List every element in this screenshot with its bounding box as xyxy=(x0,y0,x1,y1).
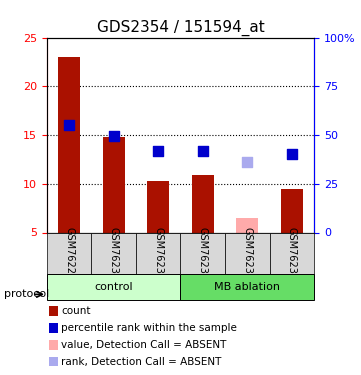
FancyBboxPatch shape xyxy=(225,232,270,274)
Point xyxy=(200,148,206,154)
FancyBboxPatch shape xyxy=(47,232,91,274)
Bar xyxy=(58,57,80,232)
Point xyxy=(155,148,161,154)
FancyBboxPatch shape xyxy=(91,232,136,274)
FancyBboxPatch shape xyxy=(180,274,314,300)
Title: GDS2354 / 151594_at: GDS2354 / 151594_at xyxy=(97,20,264,36)
Point xyxy=(244,159,250,165)
Bar xyxy=(147,181,169,232)
Text: GSM76233: GSM76233 xyxy=(242,226,252,280)
Point xyxy=(111,133,117,139)
FancyBboxPatch shape xyxy=(180,232,225,274)
FancyBboxPatch shape xyxy=(47,274,180,300)
Text: GSM76232: GSM76232 xyxy=(198,226,208,280)
FancyBboxPatch shape xyxy=(270,232,314,274)
Point xyxy=(66,122,72,128)
Bar xyxy=(236,218,258,232)
Bar xyxy=(280,189,303,232)
Text: GSM76234: GSM76234 xyxy=(287,226,297,280)
Text: protocol: protocol xyxy=(4,290,49,299)
FancyBboxPatch shape xyxy=(136,232,180,274)
Text: control: control xyxy=(95,282,133,292)
Text: GSM76231: GSM76231 xyxy=(153,226,163,280)
Point xyxy=(289,150,295,156)
Text: rank, Detection Call = ABSENT: rank, Detection Call = ABSENT xyxy=(61,357,222,367)
Text: value, Detection Call = ABSENT: value, Detection Call = ABSENT xyxy=(61,340,227,350)
Bar xyxy=(192,175,214,232)
Bar xyxy=(103,137,125,232)
Text: MB ablation: MB ablation xyxy=(214,282,280,292)
Text: count: count xyxy=(61,306,91,316)
Text: GSM76229: GSM76229 xyxy=(64,226,74,280)
Text: GSM76230: GSM76230 xyxy=(109,226,119,280)
Text: percentile rank within the sample: percentile rank within the sample xyxy=(61,323,237,333)
